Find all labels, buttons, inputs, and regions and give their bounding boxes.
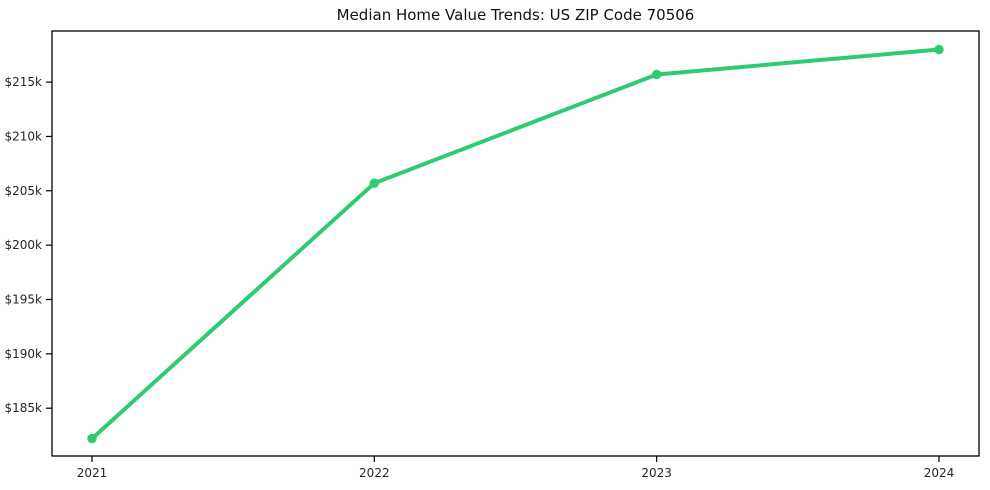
y-tick-label: $205k [5, 184, 43, 198]
y-tick-label: $200k [5, 238, 43, 252]
data-point [934, 44, 944, 55]
series-line [90, 47, 941, 441]
y-tick-label: $210k [5, 129, 43, 143]
x-tick-label: 2024 [924, 466, 955, 480]
data-point [87, 433, 97, 444]
x-tick-label: 2022 [359, 466, 390, 480]
data-point [652, 69, 662, 80]
x-tick-label: 2023 [641, 466, 672, 480]
y-tick-label: $195k [5, 292, 43, 306]
y-tick-label: $215k [5, 75, 43, 89]
y-tick-label: $185k [5, 401, 43, 415]
plot-frame [51, 30, 980, 457]
x-tick-label: 2021 [77, 466, 108, 480]
y-tick-label: $190k [5, 347, 43, 361]
data-point [369, 178, 379, 188]
chart-title: Median Home Value Trends: US ZIP Code 70… [336, 6, 695, 24]
